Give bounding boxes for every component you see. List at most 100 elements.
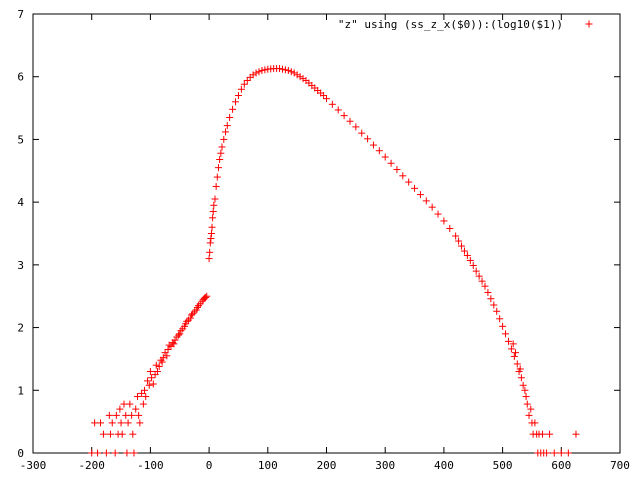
legend-marker-plus: [585, 20, 593, 28]
data-point: [512, 349, 520, 357]
x-tick-label: 500: [493, 459, 513, 472]
data-point: [452, 232, 460, 240]
data-point: [527, 405, 535, 413]
data-point: [128, 411, 136, 419]
data-point: [546, 430, 554, 438]
data-point: [523, 400, 531, 408]
y-tick-label: 1: [17, 384, 24, 397]
data-point: [183, 317, 191, 325]
data-point: [346, 117, 354, 125]
data-point: [186, 314, 194, 322]
data-point: [223, 122, 231, 130]
data-point: [161, 349, 169, 357]
data-point: [502, 330, 510, 338]
data-point: [399, 172, 407, 180]
data-point: [148, 374, 156, 382]
data-point: [564, 449, 572, 457]
data-point: [218, 143, 226, 151]
data-point: [170, 340, 178, 348]
data-point: [122, 411, 130, 419]
data-point: [111, 449, 119, 457]
data-point: [340, 112, 348, 120]
data-point: [165, 341, 173, 349]
x-tick-label: 700: [610, 459, 630, 472]
data-point: [158, 358, 166, 366]
data-point: [475, 272, 483, 280]
data-point: [145, 381, 153, 389]
data-point: [557, 449, 565, 457]
data-point: [176, 330, 184, 338]
data-point: [88, 449, 96, 457]
data-point: [214, 164, 222, 172]
y-tick-label: 6: [17, 71, 24, 84]
y-tick-label: 0: [17, 447, 24, 460]
y-tick-label: 7: [17, 8, 24, 21]
data-point: [258, 66, 266, 74]
data-point: [102, 449, 110, 457]
y-tick-label: 5: [17, 133, 24, 146]
data-point: [120, 400, 128, 408]
legend: "z" using (ss_z_x($0)):(log10($1)): [338, 18, 593, 31]
data-point: [226, 113, 234, 121]
data-point: [207, 230, 215, 237]
data-point: [507, 345, 515, 353]
data-point: [105, 411, 113, 419]
data-point: [117, 419, 125, 427]
data-point: [278, 65, 286, 73]
data-point: [513, 360, 521, 368]
data-point: [328, 100, 336, 108]
plot-frame: [32, 13, 621, 454]
data-point: [187, 311, 195, 319]
data-point: [484, 288, 492, 296]
x-tick-label: 200: [317, 459, 337, 472]
data-point: [525, 411, 533, 419]
x-tick-label: -200: [78, 459, 105, 472]
data-point: [116, 405, 124, 413]
data-point: [469, 261, 477, 269]
data-point: [510, 352, 518, 360]
data-point: [94, 449, 102, 457]
data-point: [323, 95, 330, 103]
data-point: [519, 381, 527, 389]
data-point: [539, 430, 547, 438]
data-point: [108, 419, 116, 427]
data-point: [261, 66, 269, 74]
data-point: [472, 267, 480, 275]
x-tick-label: 0: [206, 459, 213, 472]
data-point: [135, 411, 143, 419]
data-point: [213, 173, 221, 181]
data-point: [232, 98, 240, 106]
data-point: [171, 336, 179, 344]
data-point: [141, 386, 149, 394]
data-points: [88, 65, 580, 457]
data-point: [132, 405, 140, 413]
data-point: [206, 239, 214, 247]
y-tick-label: 2: [17, 322, 24, 335]
data-point: [222, 128, 230, 136]
data-point: [428, 203, 436, 211]
data-point: [364, 135, 372, 143]
data-point: [463, 251, 471, 259]
data-point: [490, 301, 498, 309]
data-point: [543, 449, 551, 457]
data-point: [446, 224, 454, 232]
data-point: [352, 123, 360, 131]
x-tick-label: 300: [375, 459, 395, 472]
data-point: [138, 389, 146, 397]
data-point: [159, 354, 167, 362]
data-point: [205, 255, 213, 263]
data-point: [133, 393, 141, 401]
data-point: [142, 393, 150, 401]
data-point: [212, 182, 220, 190]
data-point: [99, 430, 107, 438]
data-point: [422, 197, 430, 205]
data-point: [334, 106, 342, 114]
data-point: [207, 235, 215, 243]
data-point: [91, 419, 99, 427]
data-point: [358, 129, 366, 137]
data-point: [496, 315, 504, 323]
data-point: [208, 223, 216, 231]
data-point: [209, 214, 217, 222]
data-point: [411, 184, 419, 192]
